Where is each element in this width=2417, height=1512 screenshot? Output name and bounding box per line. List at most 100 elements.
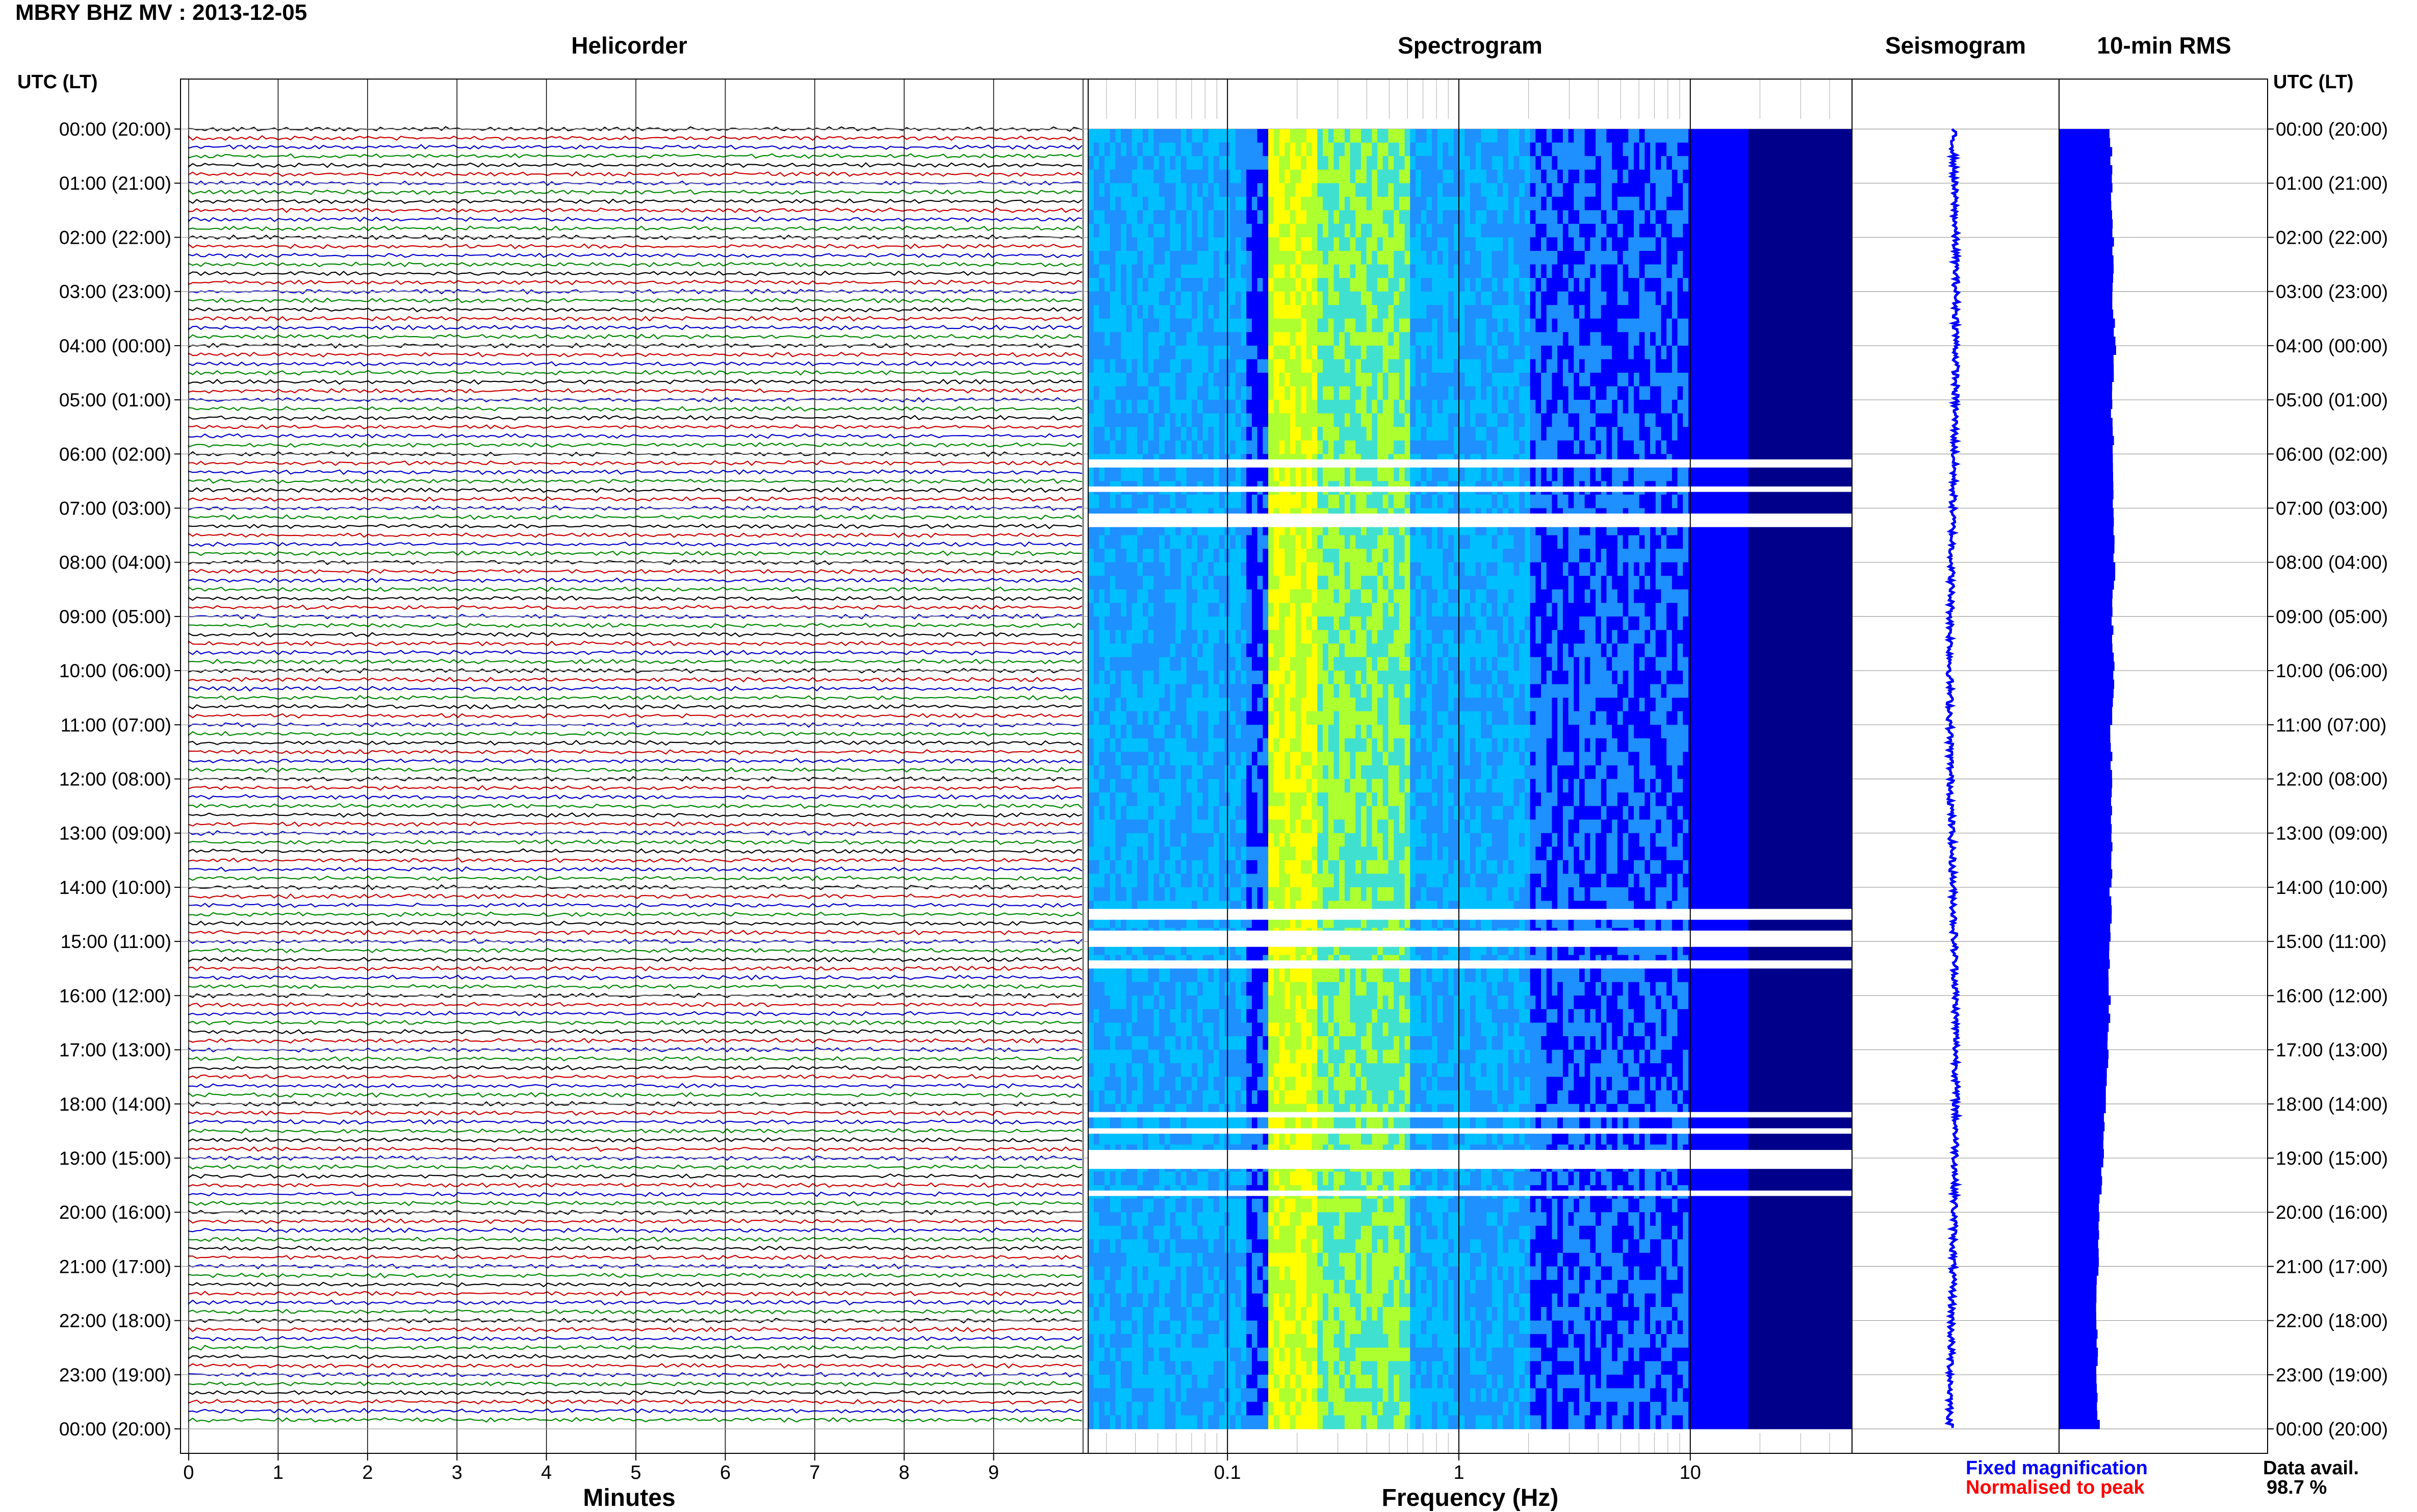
spectrogram-cell <box>1132 495 1138 508</box>
spectrogram-cell <box>1737 346 1743 360</box>
spectrogram-cell <box>1846 319 1852 332</box>
spectrogram-cell <box>1814 576 1819 590</box>
spectrogram-cell <box>1727 251 1732 265</box>
spectrogram-cell <box>1197 332 1203 346</box>
spectrogram-cell <box>1208 549 1214 562</box>
spectrogram-cell <box>1334 468 1340 481</box>
spectrogram-cell <box>1765 129 1770 143</box>
spectrogram-cell <box>1814 305 1819 319</box>
spectrogram-cell <box>1279 576 1285 590</box>
spectrogram-cell <box>1514 197 1520 211</box>
spectrogram-cell <box>1476 156 1481 170</box>
spectrogram-cell <box>1165 143 1170 157</box>
spectrogram-cell <box>1459 373 1465 387</box>
spectrogram-cell <box>1312 549 1318 562</box>
spectrogram-cell <box>1525 156 1530 170</box>
spectrogram-cell <box>1383 292 1389 305</box>
spectrogram-cell <box>1492 292 1498 305</box>
spectrogram-cell <box>1814 210 1819 224</box>
spectrogram-cell <box>1705 278 1710 292</box>
spectrogram-cell <box>1808 373 1814 387</box>
spectrogram-cell <box>1257 495 1263 508</box>
spectrogram-cell <box>1601 332 1607 346</box>
spectrogram-cell <box>1514 156 1520 170</box>
spectrogram-cell <box>1628 427 1634 441</box>
spectrogram-cell <box>1279 224 1285 238</box>
spectrogram-cell <box>1116 129 1121 143</box>
spectrogram-cell <box>1104 278 1110 292</box>
spectrogram-cell <box>1503 562 1508 576</box>
spectrogram-cell <box>1394 197 1399 211</box>
spectrogram-cell <box>1230 156 1236 170</box>
spectrogram-cell <box>1732 183 1738 197</box>
spectrogram-cell <box>1323 210 1328 224</box>
spectrogram-cell <box>1787 129 1792 143</box>
spectrogram-cell <box>1268 251 1274 265</box>
spectrogram-cell <box>1678 210 1683 224</box>
spectrogram-cell <box>1355 305 1361 319</box>
spectrogram-cell <box>1557 373 1563 387</box>
spectrogram-cell <box>1236 265 1241 278</box>
spectrogram-cell <box>1765 251 1770 265</box>
spectrogram-cell <box>1263 170 1268 184</box>
spectrogram-cell <box>1678 414 1683 427</box>
spectrogram-cell <box>1279 549 1285 562</box>
spectrogram-cell <box>1339 305 1345 319</box>
spectrogram-cell <box>1787 441 1792 454</box>
spectrogram-cell <box>1464 143 1470 157</box>
spectrogram-cell <box>1623 224 1629 238</box>
spectrogram-cell <box>1284 170 1290 184</box>
spectrogram-cell <box>1410 332 1416 346</box>
spectrogram-cell <box>1170 549 1176 562</box>
spectrogram-cell <box>1263 292 1268 305</box>
spectrogram-cell <box>1678 346 1683 360</box>
spectrogram-cell <box>1367 183 1372 197</box>
spectrogram-cell <box>1661 237 1667 251</box>
spectrogram-cell <box>1846 373 1852 387</box>
spectrogram-cell <box>1175 170 1181 184</box>
helicorder-trace-line <box>189 217 1082 222</box>
spectrogram-cell <box>1579 495 1585 508</box>
helicorder-trace-line <box>189 1192 1082 1196</box>
spectrogram-cell <box>1165 251 1170 265</box>
spectrogram-cell <box>1464 224 1470 238</box>
spectrogram-cell <box>1274 292 1279 305</box>
helicorder-trace-line <box>189 1093 1082 1097</box>
helicorder-trace-line <box>189 136 1082 140</box>
spectrogram-cell <box>1296 265 1301 278</box>
spectrogram-cell <box>1339 535 1345 549</box>
spectrogram-cell <box>1585 576 1590 590</box>
spectrogram-cell <box>1486 332 1492 346</box>
spectrogram-cell <box>1263 237 1268 251</box>
spectrogram-cell <box>1530 441 1536 454</box>
spectrogram-cell <box>1590 400 1596 414</box>
spectrogram-cell <box>1236 170 1241 184</box>
spectrogram-cell <box>1181 576 1187 590</box>
spectrogram-cell <box>1279 387 1285 400</box>
spectrogram-cell <box>1607 535 1612 549</box>
spectrogram-cell <box>1737 292 1743 305</box>
spectrogram-cell <box>1197 210 1203 224</box>
spectrogram-cell <box>1116 332 1121 346</box>
spectrogram-cell <box>1426 170 1432 184</box>
spectrogram-cell <box>1143 400 1148 414</box>
spectrogram-cell <box>1481 373 1486 387</box>
spectrogram-cell <box>1345 468 1350 481</box>
spectrogram-cell <box>1688 156 1694 170</box>
spectrogram-cell <box>1296 495 1301 508</box>
helicorder-trace-line <box>189 1300 1082 1305</box>
spectrogram-cell <box>1503 576 1508 590</box>
spectrogram-cell <box>1350 143 1356 157</box>
spectrogram-cell <box>1563 129 1569 143</box>
spectrogram-cell <box>1716 549 1721 562</box>
spectrogram-cell <box>1699 305 1705 319</box>
spectrogram-cell <box>1727 468 1732 481</box>
spectrogram-cell <box>1792 387 1797 400</box>
spectrogram-cell <box>1699 495 1705 508</box>
spectrogram-cell <box>1607 576 1612 590</box>
spectrogram-cell <box>1737 535 1743 549</box>
spectrogram-cell <box>1656 576 1661 590</box>
spectrogram-cell <box>1110 332 1116 346</box>
spectrogram-cell <box>1514 305 1520 319</box>
spectrogram-cell <box>1284 427 1290 441</box>
